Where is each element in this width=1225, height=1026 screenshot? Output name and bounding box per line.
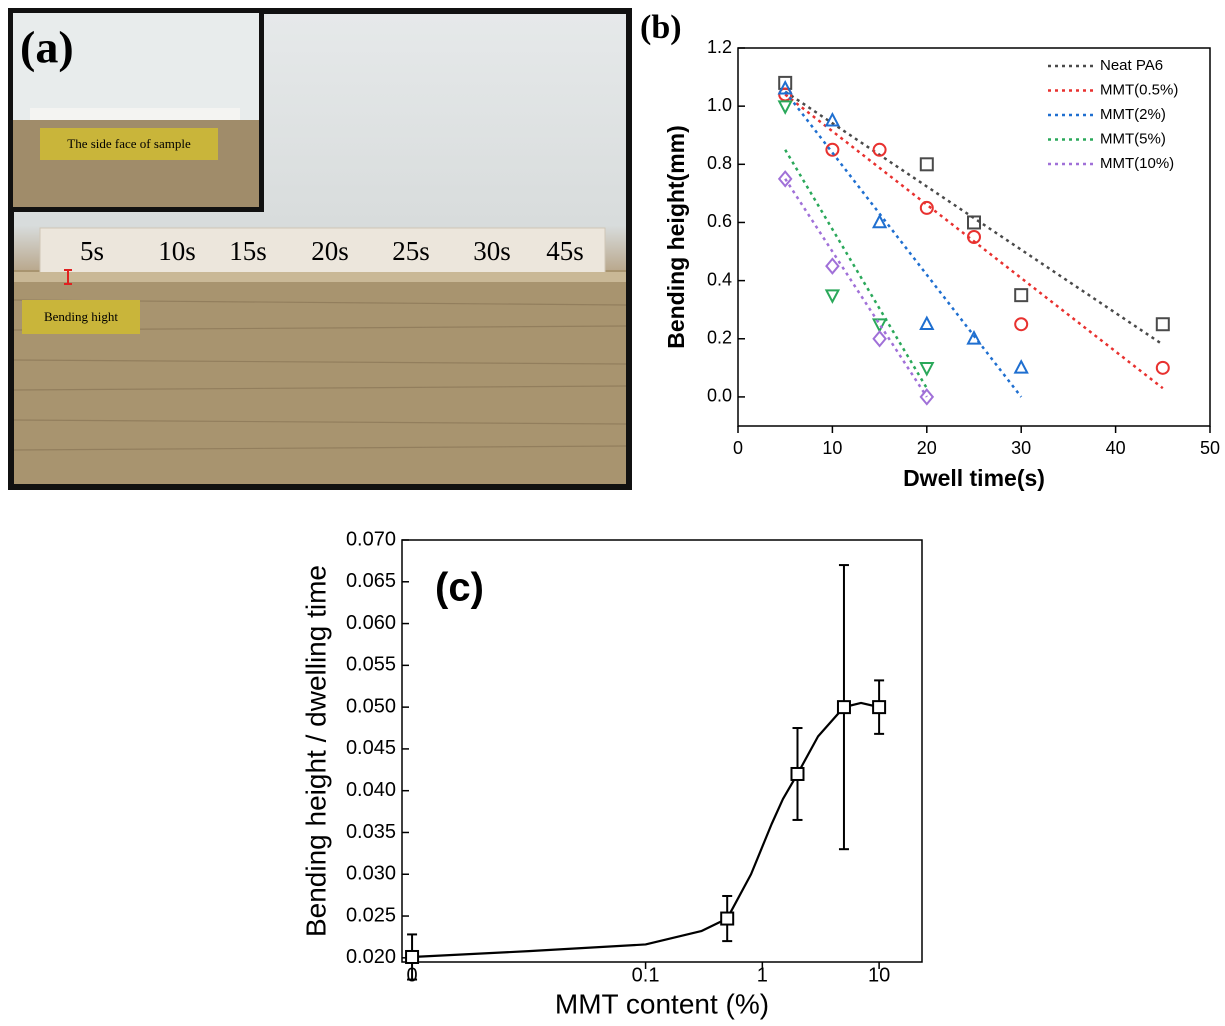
fit-line	[784, 149, 928, 389]
y-tick-label: 0.065	[346, 570, 396, 592]
x-tick-label: 0	[733, 438, 743, 458]
marker	[919, 200, 934, 215]
marker	[405, 949, 420, 964]
x-tick-label: 0.1	[632, 964, 660, 986]
y-tick-label: 1.0	[707, 95, 732, 115]
marker	[824, 289, 841, 304]
legend-label: MMT(5%)	[1100, 130, 1166, 147]
panel-label: (a)	[20, 22, 74, 73]
x-axis-label: MMT content (%)	[555, 988, 769, 1019]
marker	[967, 215, 981, 230]
fit-curve	[412, 701, 880, 959]
marker	[1155, 360, 1170, 375]
y-tick-label: 0.4	[707, 269, 732, 289]
x-tick-label: 40	[1106, 438, 1126, 458]
x-tick-label: 1	[757, 964, 768, 986]
sample-label: 45s	[546, 236, 584, 266]
y-axis-label: Bending height(mm)	[663, 125, 689, 349]
y-tick-label: 0.045	[346, 737, 396, 759]
y-tick-label: 0.050	[346, 695, 396, 717]
marker	[872, 142, 887, 157]
marker	[871, 213, 888, 229]
legend-label: Neat PA6	[1100, 57, 1163, 74]
marker	[825, 142, 840, 157]
y-tick-label: 0.055	[346, 654, 396, 676]
panel-title: (b)	[640, 9, 682, 46]
marker	[836, 700, 851, 715]
marker	[1155, 317, 1170, 332]
sample-label: 5s	[80, 236, 104, 266]
y-tick-label: 1.2	[707, 37, 732, 57]
marker	[871, 318, 888, 333]
legend-label: MMT(0.5%)	[1100, 81, 1178, 98]
marker	[966, 330, 982, 345]
marker	[720, 911, 735, 926]
y-tick-label: 0.6	[707, 211, 732, 231]
marker	[777, 170, 793, 188]
y-tick-label: 0.020	[346, 946, 396, 968]
x-axis-label: Dwell time(s)	[903, 465, 1045, 491]
plot-frame	[401, 539, 923, 963]
y-tick-label: 0.060	[346, 612, 396, 634]
y-tick-label: 0.0	[707, 386, 732, 406]
marker	[1014, 288, 1029, 303]
y-tick-label: 0.035	[346, 821, 396, 843]
inset-caption: The side face of sample	[67, 136, 191, 151]
sample-label: 25s	[392, 236, 430, 266]
sample-label: 15s	[229, 236, 267, 266]
marker	[825, 257, 840, 275]
marker	[919, 157, 934, 172]
marker	[777, 79, 793, 95]
marker	[790, 766, 805, 781]
marker	[872, 700, 887, 715]
marker	[919, 315, 935, 331]
x-tick-label: 30	[1011, 438, 1031, 458]
x-tick-label: 10	[868, 964, 890, 986]
y-tick-label: 0.2	[707, 328, 732, 348]
y-tick-label: 0.030	[346, 863, 396, 885]
legend-label: MMT(10%)	[1100, 155, 1174, 172]
fit-line	[784, 90, 1023, 398]
sample-label: 20s	[311, 236, 349, 266]
marker	[824, 111, 841, 127]
marker	[777, 100, 793, 115]
fit-line	[784, 90, 1164, 346]
y-axis-label: Bending height / dwelling time	[300, 565, 331, 937]
marker	[967, 230, 981, 244]
y-tick-label: 0.025	[346, 904, 396, 926]
marker	[1013, 359, 1029, 374]
bending-label: Bending hight	[44, 309, 118, 324]
x-tick-label: 50	[1200, 438, 1220, 458]
photo	[8, 8, 632, 490]
y-tick-label: 0.040	[346, 779, 396, 801]
fit-line	[784, 178, 928, 398]
x-tick-label: 10	[822, 438, 842, 458]
plot-frame	[737, 47, 1211, 427]
fit-line	[784, 93, 1164, 390]
marker	[919, 388, 935, 406]
y-tick-label: 0.070	[346, 528, 396, 550]
legend-label: MMT(2%)	[1100, 106, 1166, 123]
marker	[1014, 317, 1029, 332]
x-tick-label: 20	[917, 438, 937, 458]
panel-title: (c)	[435, 566, 484, 610]
sample-label: 30s	[473, 236, 511, 266]
sample-label: 10s	[158, 236, 196, 266]
marker	[872, 330, 887, 348]
y-tick-label: 0.8	[707, 153, 732, 173]
marker	[919, 362, 935, 377]
